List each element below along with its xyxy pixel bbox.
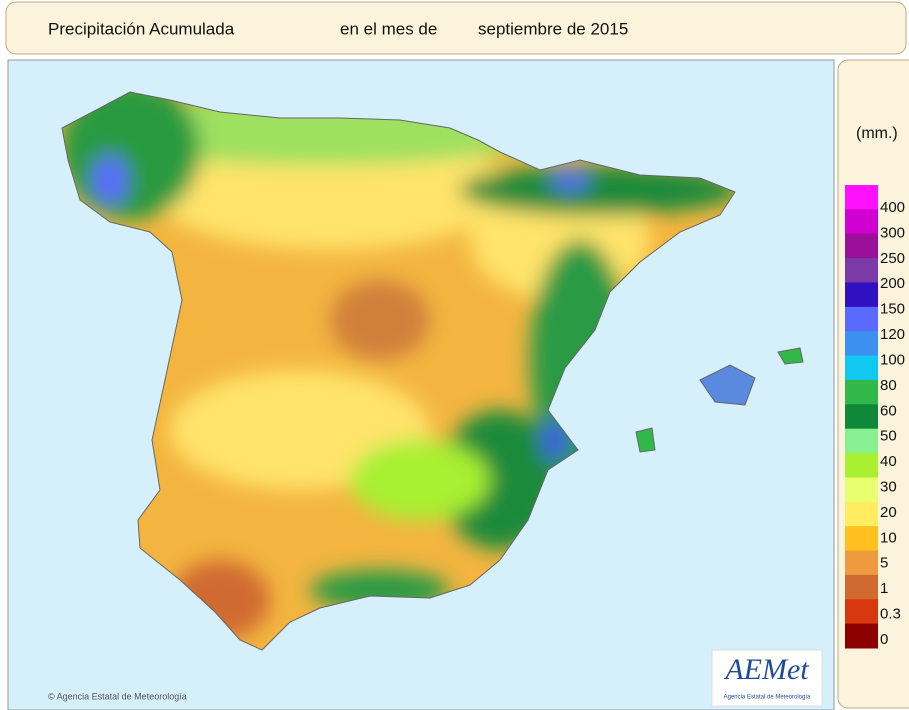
- legend-unit: (mm.): [856, 125, 898, 142]
- legend-swatch: [845, 574, 878, 600]
- legend-swatch: [845, 258, 878, 283]
- legend-swatch: [845, 599, 878, 625]
- legend-label: 80: [880, 377, 897, 394]
- legend-label: 30: [880, 478, 897, 495]
- legend-swatch: [845, 282, 878, 308]
- menorca: [777, 347, 804, 365]
- logo-subtitle: Agencia Estatal de Meteorología: [724, 695, 811, 701]
- legend-swatch: [845, 404, 878, 430]
- legend-label: 300: [880, 224, 905, 241]
- legend-swatch: [845, 331, 878, 357]
- map-title: Precipitación Acumulada: [48, 19, 235, 38]
- legend-label: 10: [880, 529, 897, 546]
- title-bar: [5, 1, 907, 55]
- legend-swatch: [845, 355, 878, 381]
- legend-swatch: [845, 623, 878, 649]
- legend-label: 150: [880, 301, 905, 318]
- legend-swatch: [845, 501, 878, 527]
- legend-swatch: [845, 306, 878, 332]
- legend-swatch: [845, 185, 878, 210]
- legend-label: 20: [880, 504, 897, 521]
- legend-swatch: [845, 428, 878, 454]
- credit: © Agencia Estatal de Meteorología: [48, 691, 187, 701]
- period: septiembre de 2015: [478, 19, 628, 38]
- legend-swatch: [845, 233, 878, 259]
- period-prefix: en el mes de: [340, 19, 437, 38]
- legend-label: 1: [880, 580, 888, 597]
- logo-box: [711, 649, 823, 707]
- legend-label: 100: [880, 351, 905, 368]
- legend-swatch: [845, 379, 878, 405]
- legend-label: 200: [880, 275, 905, 292]
- legend-label: 400: [880, 199, 905, 216]
- legend-swatch: [845, 526, 878, 552]
- legend-swatch: [845, 209, 878, 235]
- legend-swatch: [845, 453, 878, 478]
- legend-swatch: [845, 550, 878, 576]
- logo: AEMet: [723, 653, 809, 686]
- legend-label: 40: [880, 453, 897, 470]
- legend-label: 0: [880, 631, 888, 648]
- legend-label: 0.3: [880, 606, 901, 623]
- legend-label: 60: [880, 402, 897, 419]
- legend-label: 120: [880, 326, 905, 343]
- legend-label: 50: [880, 428, 897, 445]
- legend-swatch: [845, 477, 878, 503]
- legend-label: 250: [880, 250, 905, 267]
- legend-label: 5: [880, 555, 888, 572]
- ibiza: [635, 427, 656, 453]
- mallorca: [699, 364, 756, 406]
